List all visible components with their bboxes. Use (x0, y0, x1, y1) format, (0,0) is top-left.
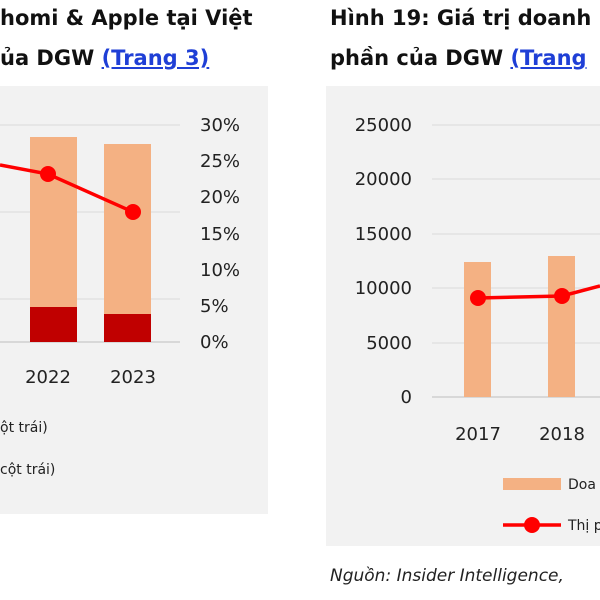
legend-swatch-marker (524, 517, 540, 533)
right-y-tick: 25000 (355, 115, 412, 136)
right-chart: 25000 20000 15000 10000 5000 0 2017 2018… (355, 115, 600, 534)
left-x-ticks: 2022 2023 (25, 367, 156, 388)
left-chart-page-link[interactable]: (Trang 3) (101, 46, 210, 70)
left-x-tick: 2023 (110, 367, 156, 388)
bar-2018 (548, 256, 575, 397)
left-y2-tick: 10% (200, 260, 240, 281)
left-bars (30, 137, 151, 342)
left-line-point-2023 (125, 204, 141, 220)
right-line-point-2017 (470, 290, 486, 306)
right-x-ticks: 2017 2018 (455, 424, 585, 445)
right-bars (464, 256, 575, 397)
left-chart-title-text: ủa DGW (0, 46, 102, 70)
left-y2-ticks: 30% 25% 20% 15% 10% 5% 0% (200, 115, 240, 353)
right-legend-label: Doa (568, 477, 596, 493)
right-x-tick: 2017 (455, 424, 501, 445)
right-line-point-2018 (554, 288, 570, 304)
left-x-tick: 2022 (25, 367, 71, 388)
bar-2023-dark (104, 314, 151, 342)
left-y2-tick: 0% (200, 332, 229, 353)
left-chart-title-line2: ủa DGW (Trang 3) (0, 40, 209, 76)
left-y2-tick: 5% (200, 296, 229, 317)
right-legend-label: Thị p (567, 518, 600, 534)
right-y-tick: 0 (401, 387, 412, 408)
bar-2022-dark (30, 307, 77, 342)
left-legend-label: ột trái) (0, 420, 48, 436)
left-chart: 30% 25% 20% 15% 10% 5% 0% 2022 2023 ột t… (0, 115, 240, 478)
right-line-series (470, 284, 600, 306)
right-chart-title-line1: Hình 19: Giá trị doanh (330, 6, 592, 30)
left-line-series (0, 163, 141, 220)
right-chart-title-line2: phần của DGW (Trang (330, 40, 587, 76)
source-note: Nguồn: Insider Intelligence, (330, 566, 564, 586)
right-y-tick: 20000 (355, 169, 412, 190)
bar-2017 (464, 262, 491, 397)
right-chart-page-link[interactable]: (Trang (510, 46, 587, 70)
left-y2-tick: 15% (200, 224, 240, 245)
right-x-tick: 2018 (539, 424, 585, 445)
right-gridlines (432, 124, 600, 398)
right-legend: Doa Thị p (503, 477, 600, 534)
legend-swatch-bar (503, 478, 561, 490)
right-y-tick: 15000 (355, 224, 412, 245)
bar-2023-total (104, 144, 151, 342)
left-y2-tick: 25% (200, 151, 240, 172)
right-y-ticks: 25000 20000 15000 10000 5000 0 (355, 115, 412, 408)
left-legend-label: cột trái) (0, 462, 55, 478)
right-chart-title-text: phần của DGW (330, 46, 511, 70)
left-y2-tick: 20% (200, 187, 240, 208)
right-y-tick: 10000 (355, 278, 412, 299)
right-y-tick: 5000 (366, 333, 412, 354)
left-y2-tick: 30% (200, 115, 240, 136)
left-gridlines (0, 124, 180, 343)
left-chart-title-line1: homi & Apple tại Việt (0, 6, 253, 30)
left-line-point-2022 (40, 166, 56, 182)
